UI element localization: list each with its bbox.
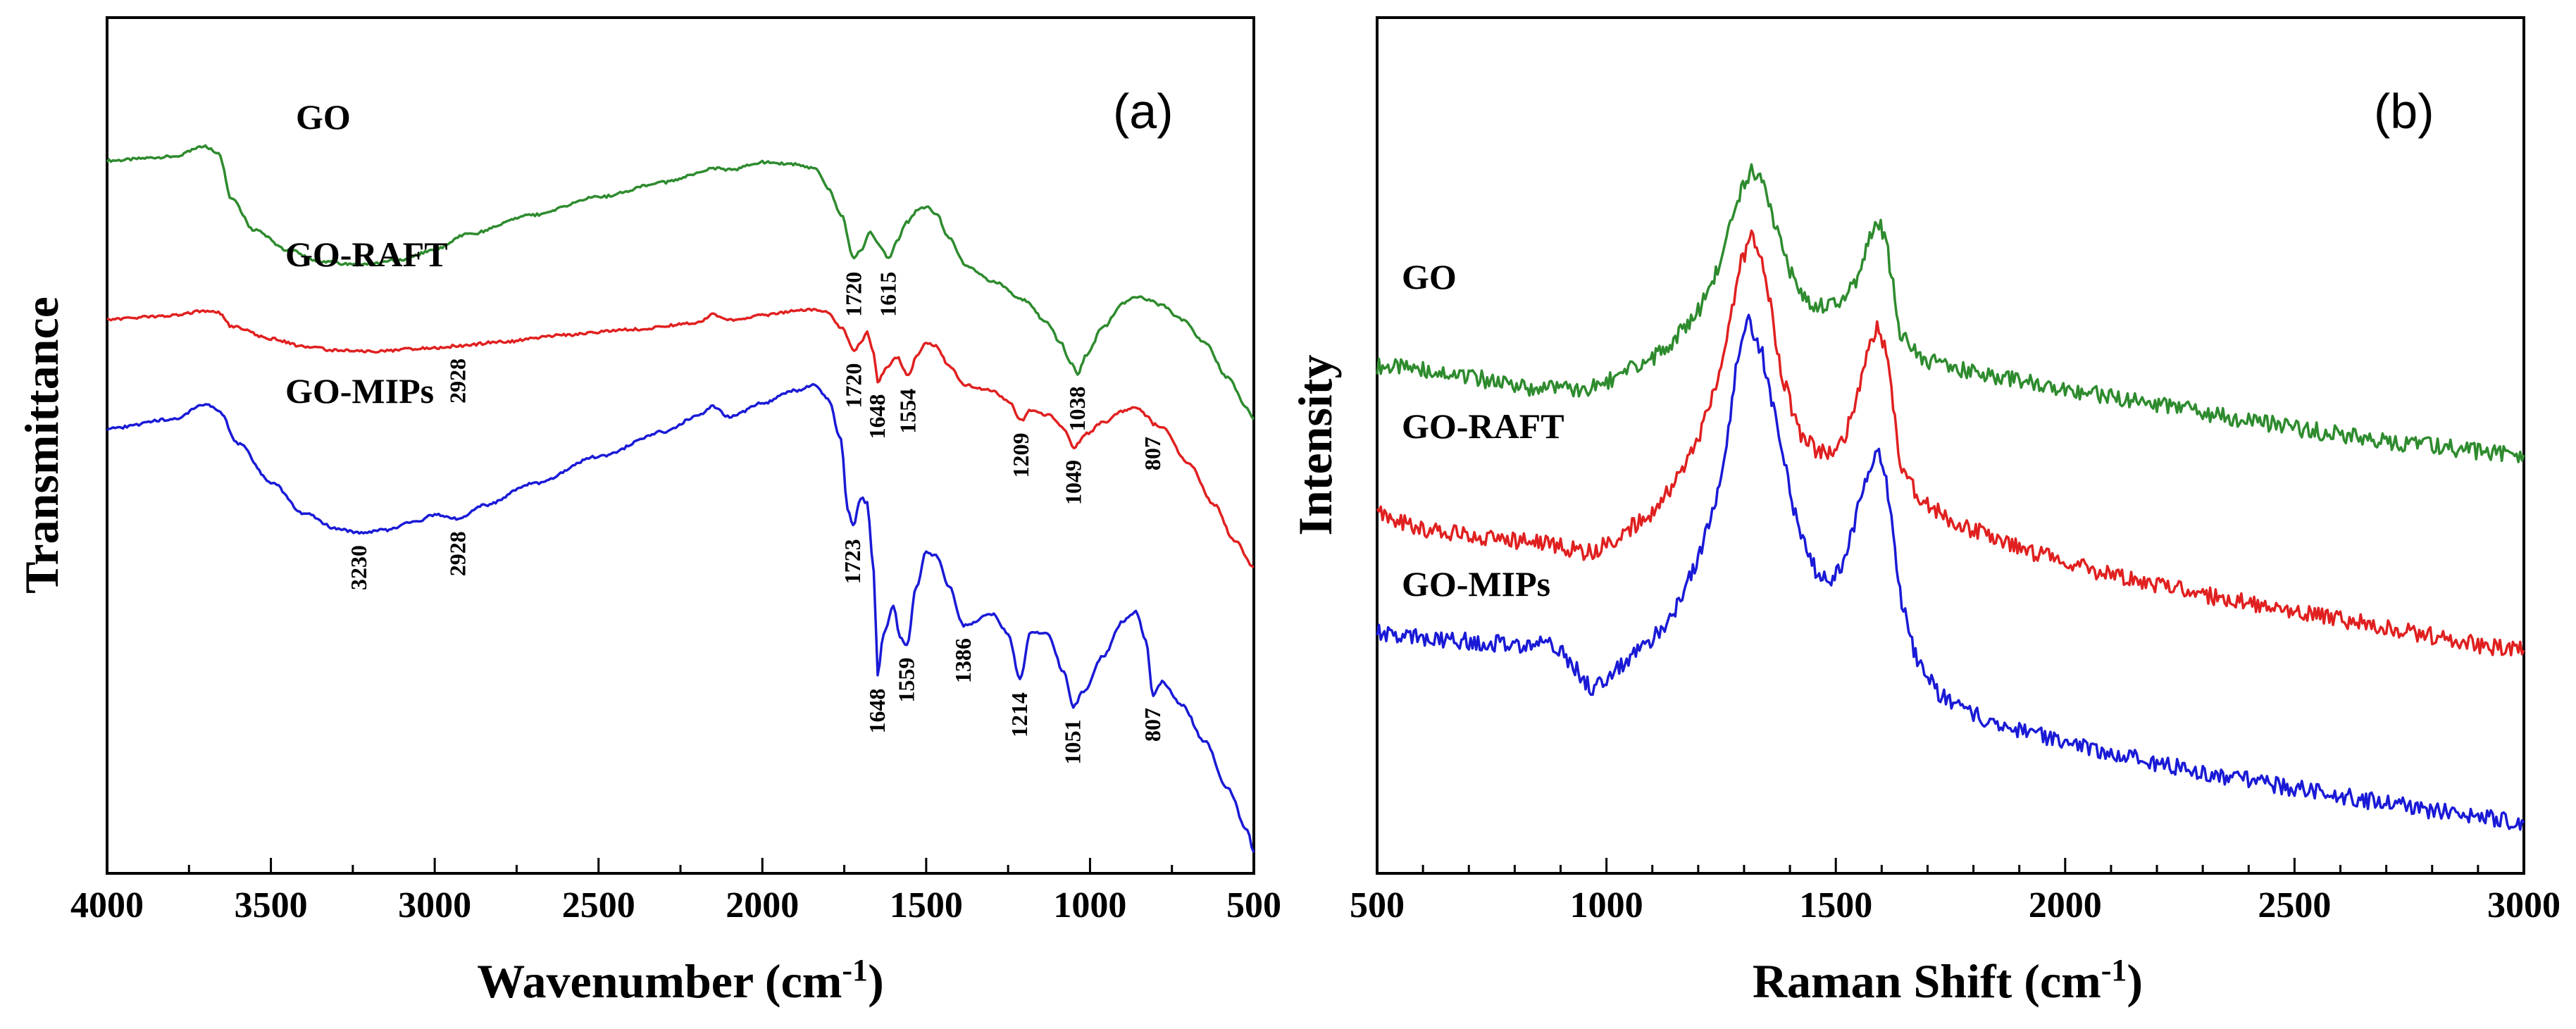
x-axis-label-close: ) <box>2127 954 2143 1008</box>
series-label-go-mips: GO-MIPs <box>1402 564 1550 604</box>
panel-label: (b) <box>2374 84 2434 139</box>
series-curves <box>1376 163 2525 831</box>
series-line-go-raft <box>106 307 1255 568</box>
peak-label-go-raft-2928: 2928 <box>445 358 471 404</box>
y-axis-label: Transmittance <box>15 297 68 594</box>
x-tick-label: 3000 <box>398 885 471 925</box>
x-tick-label: 2000 <box>2029 885 2102 925</box>
raman-panel: (b) Intensity Raman Shift (cm-1) 500 1000… <box>1288 16 2561 1008</box>
peak-label-go-mips-1723: 1723 <box>840 539 865 584</box>
x-axis-label-text: Raman Shift (cm <box>1753 954 2101 1008</box>
peak-label-go-raft-1049: 1049 <box>1061 460 1086 505</box>
peak-label-go-1615: 1615 <box>875 272 900 317</box>
peak-label-go-raft-1648: 1648 <box>864 394 890 439</box>
x-tick-label: 4000 <box>70 885 144 925</box>
series-line-go-raft <box>1376 229 2525 656</box>
peak-label-go-mips-1386: 1386 <box>950 638 976 683</box>
peak-label-go-mips-807: 807 <box>1140 708 1165 742</box>
x-axis-label-exponent: -1 <box>842 953 868 987</box>
x-tick-label: 1500 <box>890 885 963 925</box>
x-ticks: 500 1000 1500 2000 2500 3000 <box>1350 858 2561 925</box>
x-axis-label: Raman Shift (cm-1) <box>1753 953 2143 1008</box>
ftir-panel: (a) Transmittance Wavenumber (cm-1) 4000… <box>15 16 1281 1008</box>
peak-label-go-raft-1720: 1720 <box>841 363 866 409</box>
y-axis-label: Intensity <box>1288 355 1342 536</box>
peak-label-go-raft-1209: 1209 <box>1008 433 1033 478</box>
x-tick-label: 3500 <box>235 885 308 925</box>
series-curves <box>106 144 1255 853</box>
series-label-go: GO <box>296 97 351 137</box>
x-axis-label-close: ) <box>868 954 884 1008</box>
x-tick-label: 1000 <box>1570 885 1643 925</box>
x-axis-label-text: Wavenumber (cm <box>477 954 842 1008</box>
peak-label-go-mips-2928: 2928 <box>445 531 471 576</box>
series-label-go: GO <box>1402 257 1457 297</box>
x-axis-label-exponent: -1 <box>2101 953 2127 987</box>
panel-label: (a) <box>1113 84 1174 139</box>
x-tick-label: 2000 <box>726 885 799 925</box>
peak-label-go-mips-1648: 1648 <box>864 689 890 734</box>
x-axis-label: Wavenumber (cm-1) <box>477 953 883 1008</box>
plot-frame <box>1376 16 2525 875</box>
x-tick-label: 3000 <box>2487 885 2561 925</box>
x-tick-label: 500 <box>1226 885 1281 925</box>
series-line-go-mips <box>106 382 1255 853</box>
peak-label-go-raft-807: 807 <box>1140 437 1165 470</box>
series-label-go-raft: GO-RAFT <box>1402 406 1564 446</box>
peak-label-go-mips-1559: 1559 <box>893 658 919 703</box>
series-labels: GO GO-RAFT GO-MIPs <box>1402 257 1564 604</box>
peak-label-go-mips-1214: 1214 <box>1007 692 1032 737</box>
x-tick-label: 2500 <box>562 885 635 925</box>
series-line-go <box>1376 163 2525 463</box>
series-labels: GO GO-RAFT GO-MIPs <box>285 97 448 411</box>
x-tick-label: 1500 <box>1799 885 1872 925</box>
series-label-go-raft: GO-RAFT <box>285 235 448 274</box>
peak-label-go-1720: 1720 <box>841 272 866 317</box>
series-line-go-mips <box>1376 313 2525 831</box>
peak-label-go-mips-3230: 3230 <box>346 545 371 590</box>
peak-label-go-raft-1554: 1554 <box>895 389 921 434</box>
x-tick-label: 2500 <box>2258 885 2331 925</box>
x-tick-label: 1000 <box>1053 885 1126 925</box>
x-ticks: 4000 3500 3000 2500 2000 1500 1000 500 <box>70 858 1281 925</box>
series-label-go-mips: GO-MIPs <box>285 371 434 411</box>
peak-label-go-mips-1051: 1051 <box>1060 720 1085 765</box>
series-line-go <box>106 144 1255 420</box>
peak-label-go-1038: 1038 <box>1064 387 1090 432</box>
x-tick-label: 500 <box>1350 885 1405 925</box>
